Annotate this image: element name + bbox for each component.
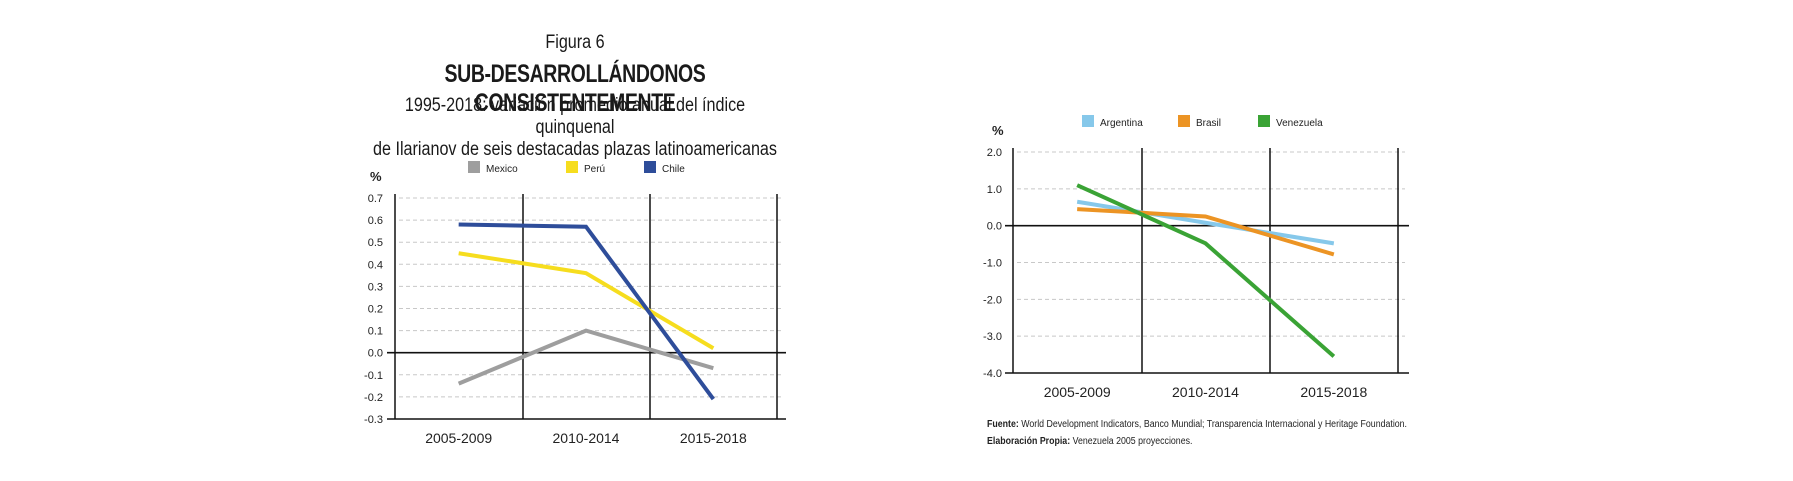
series-line-brasil [1077, 207, 1335, 257]
y-tick-label: -2.0 [983, 294, 1002, 306]
y-axis-unit-label: % [370, 169, 382, 184]
figure-subtitle-line1: 1995-2018: variación promedio anual del … [404, 95, 746, 138]
y-tick-label: 0.5 [368, 237, 383, 249]
y-tick-label: 0.4 [368, 259, 383, 271]
figure-subtitle: 1995-2018: variación promedio anual del … [367, 95, 784, 161]
figure-title: SUB-DESARROLLÁNDONOS CONSISTENTEMENTE [444, 60, 706, 117]
y-tick-label: 0.6 [368, 215, 383, 227]
x-tick-label: 2005-2009 [1044, 384, 1111, 400]
chart-notes: Fuente: World Development Indicators, Ba… [987, 416, 1407, 450]
y-tick-label: 0.1 [368, 326, 383, 338]
y-tick-label: 0.7 [368, 193, 383, 205]
y-tick-label: -0.3 [364, 414, 383, 426]
y-tick-label: 0.3 [368, 281, 383, 293]
legend-label: Chile [662, 164, 685, 175]
series-line-argentina [1076, 199, 1335, 246]
x-tick-label: 2010-2014 [553, 430, 620, 446]
source-note: Fuente: World Development Indicators, Ba… [987, 416, 1407, 433]
own-elaboration-note: Elaboración Propia: Venezuela 2005 proye… [987, 433, 1407, 450]
legend-label: Brasil [1196, 118, 1221, 129]
source-text: World Development Indicators, Banco Mund… [1018, 419, 1408, 430]
source-label: Fuente: [987, 419, 1019, 430]
legend-swatch [468, 161, 480, 173]
y-tick-label: -0.1 [364, 370, 383, 382]
x-tick-label: 2005-2009 [425, 430, 492, 446]
y-tick-label: -4.0 [983, 368, 1002, 380]
legend-swatch [644, 161, 656, 173]
y-axis-unit-label: % [992, 123, 1004, 138]
series-line-chile [458, 222, 715, 401]
legend-label: Mexico [486, 164, 518, 175]
x-tick-label: 2015-2018 [1300, 384, 1367, 400]
legend-swatch [1258, 115, 1270, 127]
x-tick-label: 2010-2014 [1172, 384, 1239, 400]
series-line-per [458, 251, 715, 351]
legend-swatch [1082, 115, 1094, 127]
legend-label: Argentina [1100, 118, 1143, 129]
y-tick-label: 0.0 [987, 221, 1002, 233]
y-tick-label: 0.0 [368, 348, 383, 360]
legend-label: Perú [584, 164, 605, 175]
own-text: Venezuela 2005 proyecciones. [1070, 436, 1193, 447]
y-tick-label: 2.0 [987, 147, 1002, 159]
figure-label: Figura 6 [545, 32, 605, 53]
y-tick-label: -0.2 [364, 392, 383, 404]
y-tick-label: -3.0 [983, 331, 1002, 343]
figure-subtitle-line2: de Ilarianov de seis destacadas plazas l… [373, 139, 777, 160]
y-tick-label: -1.0 [983, 258, 1002, 270]
legend-label: Venezuela [1276, 118, 1323, 129]
y-tick-label: 1.0 [987, 184, 1002, 196]
series-line-mexico [457, 328, 714, 386]
own-label: Elaboración Propia: [987, 436, 1071, 447]
y-tick-label: 0.2 [368, 304, 383, 316]
legend-swatch [566, 161, 578, 173]
x-tick-label: 2015-2018 [680, 430, 747, 446]
legend-swatch [1178, 115, 1190, 127]
